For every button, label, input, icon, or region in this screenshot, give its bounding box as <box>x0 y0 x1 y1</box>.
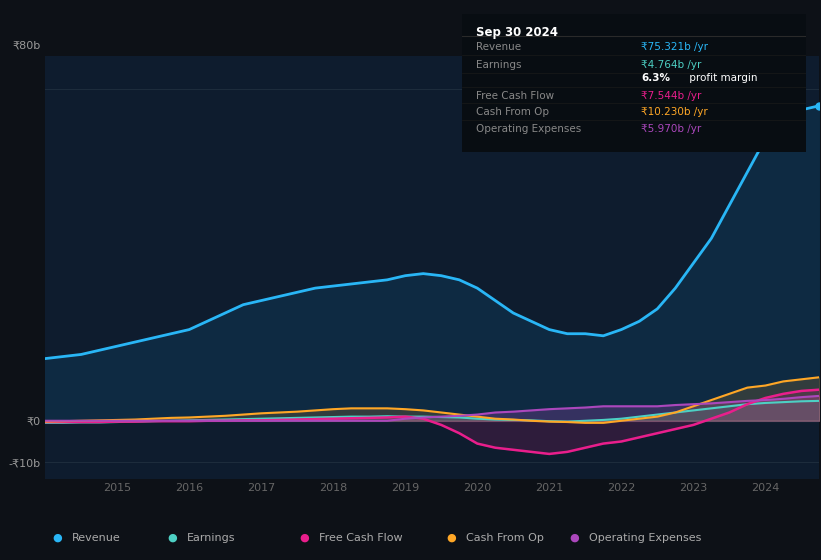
Text: profit margin: profit margin <box>686 73 757 83</box>
Text: ₹10.230b /yr: ₹10.230b /yr <box>641 107 708 117</box>
Text: Cash From Op: Cash From Op <box>476 107 549 117</box>
Text: Earnings: Earnings <box>187 533 236 543</box>
Text: ₹5.970b /yr: ₹5.970b /yr <box>641 124 701 134</box>
Text: Cash From Op: Cash From Op <box>466 533 544 543</box>
Text: Revenue: Revenue <box>476 42 521 52</box>
Text: ●: ● <box>167 533 177 543</box>
Text: Operating Expenses: Operating Expenses <box>476 124 581 134</box>
Text: Free Cash Flow: Free Cash Flow <box>319 533 402 543</box>
Text: ●: ● <box>570 533 580 543</box>
Text: Revenue: Revenue <box>72 533 121 543</box>
Text: Operating Expenses: Operating Expenses <box>589 533 702 543</box>
Text: ₹7.544b /yr: ₹7.544b /yr <box>641 91 701 101</box>
Text: Free Cash Flow: Free Cash Flow <box>476 91 554 101</box>
Text: 6.3%: 6.3% <box>641 73 670 83</box>
Text: Earnings: Earnings <box>476 60 521 70</box>
Text: ₹4.764b /yr: ₹4.764b /yr <box>641 60 701 70</box>
Text: ₹75.321b /yr: ₹75.321b /yr <box>641 42 708 52</box>
Text: ₹80b: ₹80b <box>13 40 41 50</box>
Text: Sep 30 2024: Sep 30 2024 <box>476 26 558 39</box>
Text: ●: ● <box>53 533 62 543</box>
Text: ●: ● <box>299 533 309 543</box>
Text: ●: ● <box>447 533 456 543</box>
